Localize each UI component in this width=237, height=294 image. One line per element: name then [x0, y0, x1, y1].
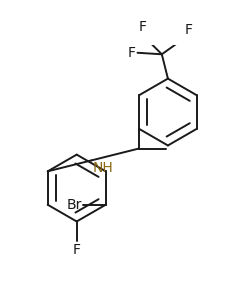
- Text: F: F: [185, 23, 193, 37]
- Text: F: F: [139, 20, 147, 34]
- Text: NH: NH: [92, 161, 113, 175]
- Text: Br: Br: [67, 198, 82, 212]
- Text: F: F: [73, 243, 81, 257]
- Text: F: F: [128, 46, 136, 60]
